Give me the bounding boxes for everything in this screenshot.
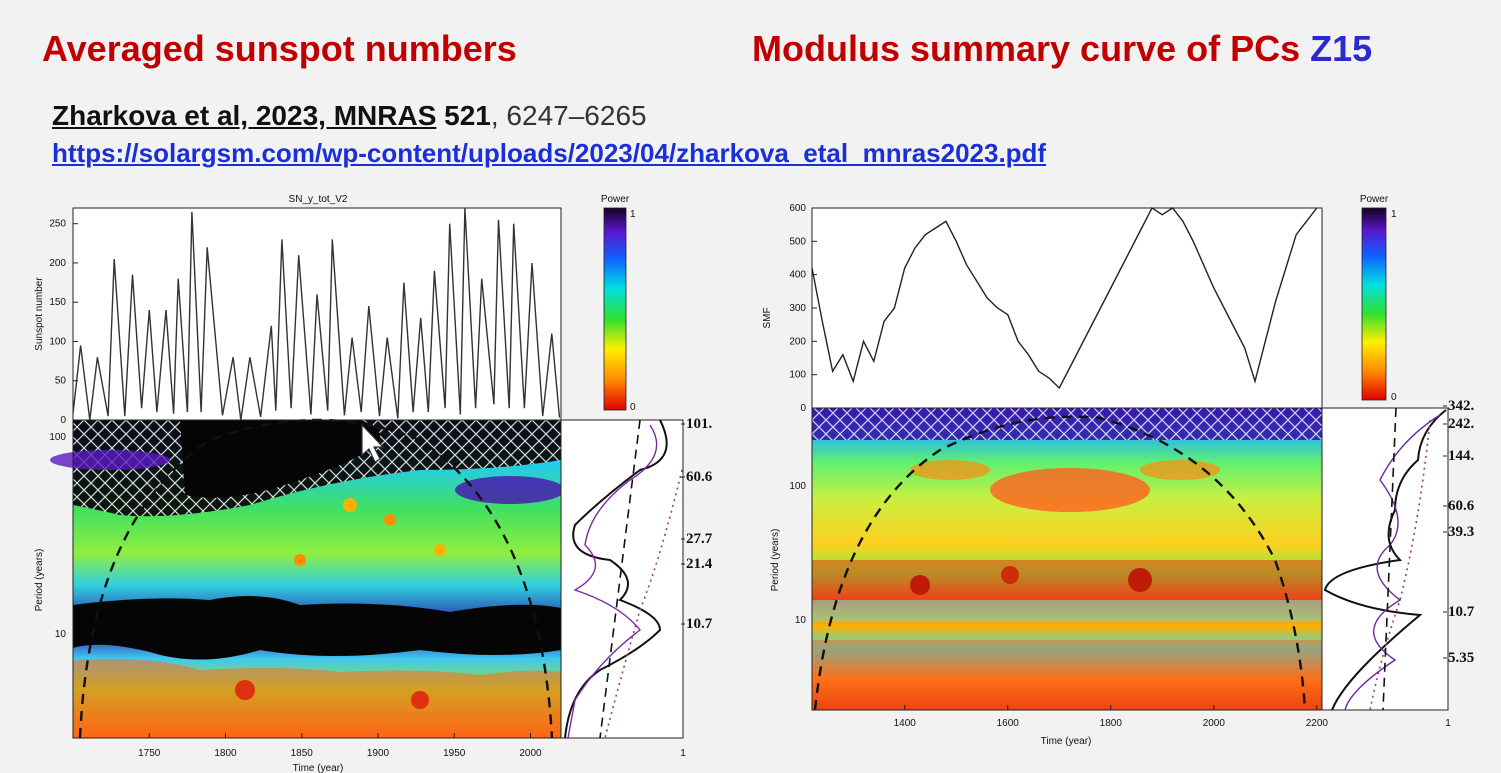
xtick-label: 1800 [1100, 718, 1123, 729]
period-label: 10.7 [1448, 604, 1475, 620]
right-x-ticks: 1400 1600 1800 2000 2200 [894, 705, 1329, 729]
xtick-label: 1850 [291, 748, 314, 759]
citation-pages: , 6247–6265 [490, 100, 647, 131]
right-period-labels: 342. 242. 144. 60.6 39.3 10.7 5.35 [1443, 398, 1475, 666]
left-global-spectrum [560, 419, 684, 739]
mouse-cursor-icon [361, 423, 385, 463]
left-period-labels: 101. 60.6 27.7 21.4 10.7 [681, 416, 713, 632]
left-wavelet-ytick-100: 100 [49, 432, 66, 443]
period-label: 10.7 [686, 616, 713, 632]
right-cone-of-influence [813, 415, 1307, 711]
ytick-label: 150 [49, 297, 66, 308]
ytick-label: 100 [789, 370, 806, 381]
xtick-label: 2000 [1203, 718, 1226, 729]
right-wavelet-y-label: Period (years) [770, 529, 781, 592]
xtick-label: 2000 [519, 748, 542, 759]
paper-link[interactable]: https://solargsm.com/wp-content/uploads/… [52, 138, 1047, 168]
right-y-axis-label: SMF [762, 307, 773, 328]
period-label: 342. [1448, 398, 1475, 414]
citation-authors: Zharkova et al, 2023, MNRAS [52, 100, 437, 131]
left-power-colorbar [603, 207, 627, 411]
ytick-label: 600 [789, 203, 806, 214]
left-wavelet-ytick-10: 10 [55, 629, 67, 640]
right-colorbar-label: Power [1360, 194, 1389, 205]
xtick-label: 2200 [1306, 718, 1329, 729]
ytick-label: 200 [49, 258, 66, 269]
xtick-label: 1400 [894, 718, 917, 729]
ytick-label: 50 [55, 376, 67, 387]
right-wavelet-ytick-100: 100 [789, 481, 806, 492]
left-colorbar-max: 1 [630, 209, 636, 220]
ytick-label: 500 [789, 236, 806, 247]
right-wavelet-ytick-10: 10 [795, 615, 807, 626]
period-label: 21.4 [686, 556, 713, 572]
period-label: 242. [1448, 416, 1475, 432]
period-label: 60.6 [686, 469, 713, 485]
right-timeseries-plot [811, 207, 1323, 409]
right-global-spectrum [1321, 407, 1449, 711]
left-y-axis-label: Sunspot number [34, 277, 45, 351]
ytick-label: 0 [800, 403, 806, 414]
left-chart-title: SN_y_tot_V2 [289, 194, 348, 205]
right-power-colorbar [1361, 207, 1387, 401]
right-slide-title: Modulus summary curve of PCs Z15 [752, 28, 1372, 70]
period-label: 60.6 [1448, 498, 1475, 514]
citation-volume: 521 [444, 100, 491, 131]
period-label: 39.3 [1448, 524, 1474, 540]
ytick-label: 400 [789, 270, 806, 281]
period-label: 101. [686, 416, 713, 432]
ytick-label: 200 [789, 336, 806, 347]
left-global-xtick: 1 [680, 748, 686, 759]
xtick-label: 1950 [443, 748, 466, 759]
xtick-label: 1800 [214, 748, 237, 759]
left-x-axis-label: Time (year) [293, 763, 344, 773]
ytick-label: 300 [789, 303, 806, 314]
xtick-label: 1600 [997, 718, 1020, 729]
period-label: 144. [1448, 448, 1475, 464]
ytick-label: 100 [49, 336, 66, 347]
left-timeseries-plot [72, 207, 562, 421]
right-global-xtick: 1 [1445, 718, 1451, 729]
left-x-ticks: 1750 1800 1850 1900 1950 2000 [138, 733, 542, 759]
left-slide-title: Averaged sunspot numbers [42, 28, 517, 69]
right-x-axis-label: Time (year) [1041, 736, 1092, 747]
citation: Zharkova et al, 2023, MNRAS 521, 6247–62… [52, 100, 647, 132]
left-wavelet-y-label: Period (years) [34, 549, 45, 612]
right-colorbar-min: 0 [1391, 392, 1397, 403]
ytick-label: 0 [60, 415, 66, 426]
xtick-label: 1900 [367, 748, 390, 759]
right-title-highlight: Z15 [1310, 28, 1373, 69]
right-y-ticks: 0 100 200 300 400 500 600 [789, 203, 817, 414]
period-label: 5.35 [1448, 650, 1474, 666]
xtick-label: 1750 [138, 748, 161, 759]
left-colorbar-label: Power [601, 194, 630, 205]
left-sunspot-line [72, 207, 561, 421]
right-title-main: Modulus summary curve of PCs [752, 28, 1301, 69]
right-colorbar-max: 1 [1391, 209, 1397, 220]
left-wavelet-spectrum [50, 418, 565, 739]
ytick-label: 250 [49, 219, 66, 230]
left-colorbar-min: 0 [630, 402, 636, 413]
period-label: 27.7 [686, 531, 713, 547]
right-wavelet-spectrum [811, 407, 1323, 711]
right-smf-line [811, 206, 1318, 390]
